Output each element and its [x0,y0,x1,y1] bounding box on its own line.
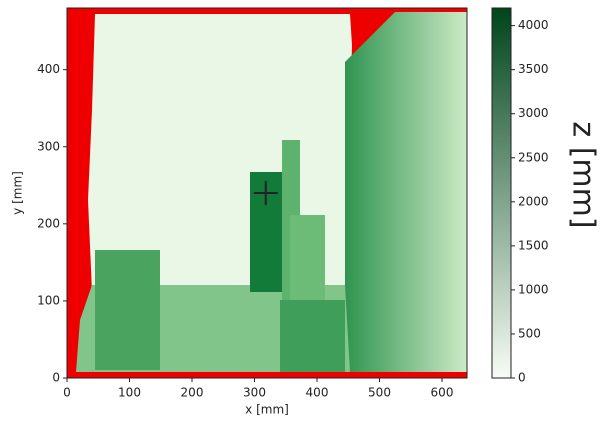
y-tick-label: 100 [37,293,60,307]
chart: x [mm] y [mm] z [mm] 0 100 200 300 400 500 600… [0,0,602,422]
y-axis-label: y [mm] [11,171,25,215]
x-tick-label: 400 [306,386,329,400]
colorbar-tick-label: 1500 [518,238,549,252]
x-tick-label: 500 [368,386,391,400]
x-axis-label: x [mm] [245,403,289,417]
x-tick-label: 600 [431,386,454,400]
colorbar-tick-label: 3500 [518,62,549,76]
colorbar-tick-label: 3000 [518,106,549,120]
x-tick-label: 0 [63,386,71,400]
colorbar-tick-label: 2500 [518,150,549,164]
colorbar-label: z [mm] [566,121,601,228]
colorbar-tick-label: 2000 [518,194,549,208]
colorbar [492,8,511,378]
y-tick-label: 300 [37,139,60,153]
colorbar-tick-label: 4000 [518,18,549,32]
y-tick-label: 200 [37,216,60,230]
y-tick-label: 400 [37,62,60,76]
x-tick-label: 100 [118,386,141,400]
colorbar-tick-label: 500 [518,326,541,340]
colorbar-tick-label: 1000 [518,282,549,296]
y-tick-label: 0 [52,371,60,385]
x-tick-label: 300 [243,386,266,400]
x-tick-label: 200 [181,386,204,400]
colorbar-tick-label: 0 [518,371,526,385]
